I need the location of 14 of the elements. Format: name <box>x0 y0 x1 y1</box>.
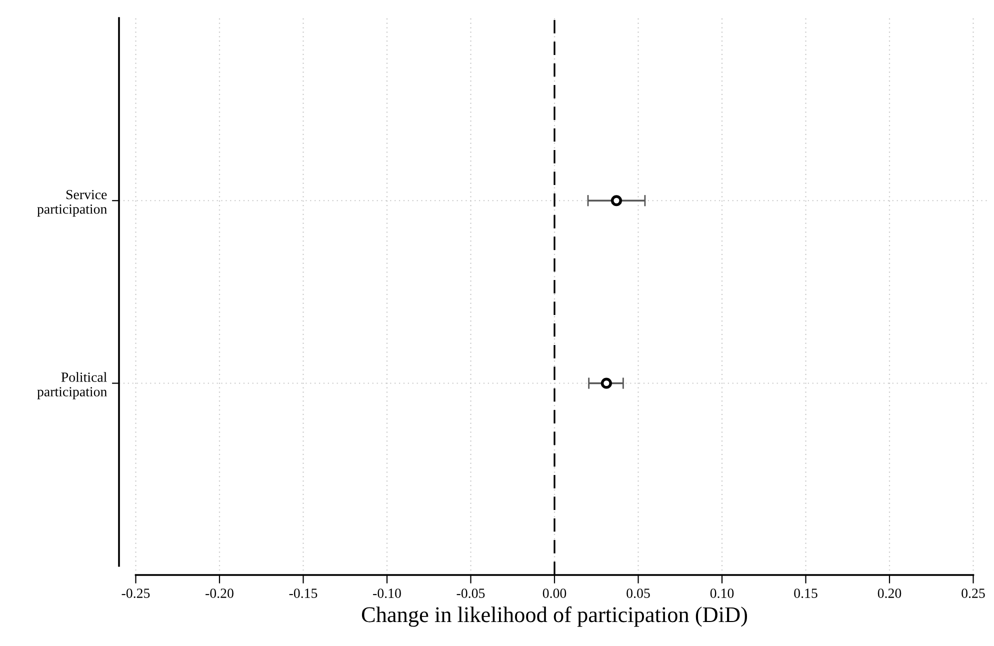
x-tick-label: 0.20 <box>878 588 902 598</box>
x-tick-label: 0.10 <box>710 588 734 598</box>
x-tick-label: -0.20 <box>206 588 234 598</box>
x-tick-label: -0.10 <box>373 588 401 598</box>
x-tick-label: 0.00 <box>542 588 566 598</box>
y-tick-label: Political participation <box>37 372 107 400</box>
x-tick-label: -0.25 <box>122 588 150 598</box>
x-axis-title: Change in likelihood of participation (DiD) <box>362 606 747 627</box>
x-tick-label: -0.15 <box>289 588 318 598</box>
y-tick-label: Service participation <box>37 190 107 217</box>
x-tick-label: 0.25 <box>962 588 985 598</box>
x-tick-label: 0.15 <box>794 588 818 598</box>
x-tick-label: 0.05 <box>626 588 650 598</box>
x-tick-label: -0.05 <box>456 588 485 598</box>
